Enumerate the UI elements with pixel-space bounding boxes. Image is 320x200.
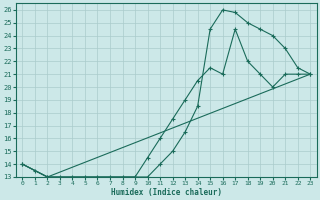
X-axis label: Humidex (Indice chaleur): Humidex (Indice chaleur) xyxy=(111,188,222,197)
